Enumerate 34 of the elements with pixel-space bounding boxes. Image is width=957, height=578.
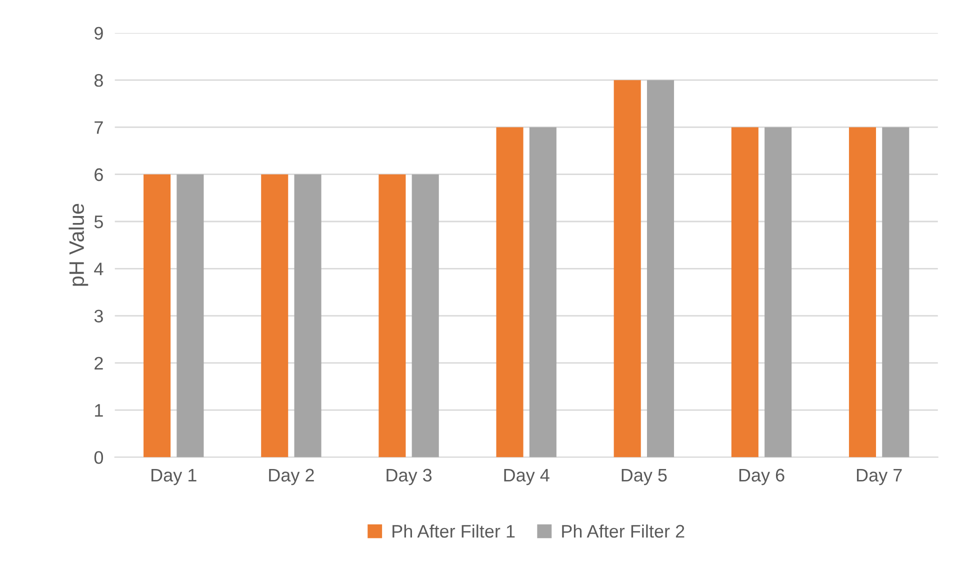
y-tick-label: 9	[94, 26, 103, 40]
y-tick-label: 0	[94, 451, 104, 464]
bar	[614, 80, 641, 458]
y-tick-label: 7	[94, 121, 103, 134]
bar	[848, 127, 876, 458]
x-tick-label: Day 5	[622, 468, 667, 486]
y-tick-label: 1	[95, 404, 103, 417]
bar	[882, 127, 910, 458]
y-tick-label: 3	[94, 310, 103, 322]
x-tick-label: Day 6	[739, 468, 784, 486]
bar	[496, 127, 524, 458]
y-tick-label: 6	[94, 168, 103, 182]
legend-label: Ph After Filter 1	[392, 524, 515, 538]
y-tick-label: 4	[94, 262, 104, 276]
bar	[176, 174, 204, 458]
y-axis-title: pH Value	[68, 204, 88, 286]
bar	[261, 174, 288, 458]
bar	[412, 174, 439, 458]
bar	[731, 127, 758, 458]
bar	[764, 127, 792, 458]
bar	[294, 174, 322, 458]
x-tick-label: Day 2	[269, 468, 314, 486]
x-tick-label: Day 1	[152, 468, 196, 486]
bar	[529, 127, 556, 458]
x-tick-label: Day 7	[856, 468, 902, 486]
legend-label: Ph After Filter 2	[562, 524, 684, 538]
y-tick-label: 5	[94, 216, 103, 228]
bar	[646, 80, 674, 458]
bar	[144, 174, 171, 458]
bar	[378, 174, 406, 458]
y-tick-label: 8	[94, 74, 103, 87]
x-tick-label: Day 3	[386, 468, 432, 486]
y-tick-label: 2	[94, 356, 103, 370]
x-tick-label: Day 4	[504, 468, 550, 486]
